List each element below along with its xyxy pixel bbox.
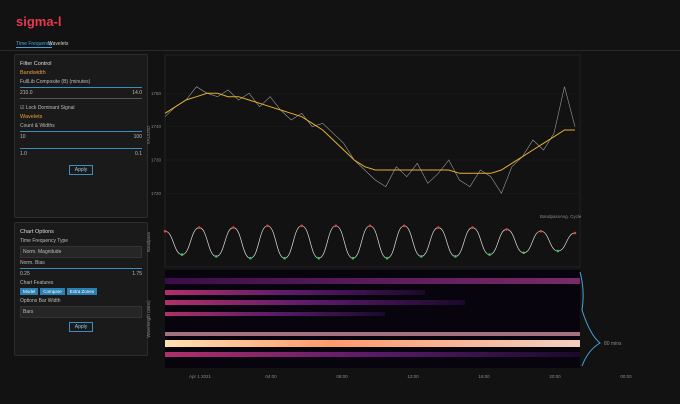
peak-label: 80 mins xyxy=(604,341,622,347)
chart-options-panel: Chart Options Time Frequency Type Norm. … xyxy=(14,222,148,356)
spectrogram-band xyxy=(165,340,580,347)
slider[interactable] xyxy=(20,98,142,99)
turning-point xyxy=(232,226,235,229)
label: 1.75 xyxy=(132,271,142,277)
turning-point xyxy=(419,255,423,258)
price-line xyxy=(164,92,575,174)
turning-point xyxy=(556,249,560,253)
subsection-title: Bandwidth xyxy=(20,70,46,76)
x-tick-label: 04:00 xyxy=(265,374,277,379)
label: Lock Dominant Signal xyxy=(25,105,75,111)
chip[interactable]: Model xyxy=(20,288,39,295)
x-tick-label: 08:00 xyxy=(336,374,348,379)
slider[interactable] xyxy=(20,131,142,132)
spectrogram-band xyxy=(165,278,580,284)
label: FullLib Composite (B) (minutes) xyxy=(20,79,91,85)
section-title: Chart Options xyxy=(20,229,54,235)
filter-panel: Filter Control Bandwidth FullLib Composi… xyxy=(14,54,148,218)
spectrogram-bg xyxy=(165,270,580,368)
label: 0.25 xyxy=(20,271,30,277)
x-tick-label: 12:00 xyxy=(407,374,419,379)
turning-point xyxy=(471,226,474,229)
chip-list: Model Compare Extra Zones xyxy=(20,288,142,295)
turning-point xyxy=(283,256,286,260)
y-tick-label: 1720 xyxy=(151,191,162,196)
apply-button[interactable]: Apply xyxy=(68,165,94,175)
checkbox[interactable]: ☑ Lock Dominant Signal xyxy=(20,105,75,111)
select[interactable]: Bars xyxy=(20,306,142,318)
apply-button[interactable]: Apply xyxy=(68,322,94,332)
turning-point xyxy=(266,224,269,228)
chip[interactable]: Compare xyxy=(40,288,65,295)
legend-label: Bandpass xyxy=(540,214,561,219)
turning-point xyxy=(402,224,406,228)
label: Chart Features xyxy=(20,280,54,286)
label: 14.0 xyxy=(132,90,142,96)
legend-label: Avg. Cycle xyxy=(560,214,582,219)
spectrogram-band xyxy=(165,300,465,305)
label: 210.0 xyxy=(20,90,33,96)
turning-point xyxy=(317,256,321,260)
turning-point xyxy=(385,256,389,260)
turning-point xyxy=(454,255,457,258)
spectrum-profile xyxy=(579,271,601,367)
turning-point xyxy=(249,256,252,260)
chip[interactable]: Extra Zones xyxy=(66,288,98,295)
y-axis-label: Bandpass xyxy=(146,231,151,252)
tab[interactable]: Time Frequency xyxy=(16,41,52,48)
turning-point xyxy=(351,256,355,260)
spectrogram-band xyxy=(165,290,425,295)
divider xyxy=(0,50,680,51)
section-title: Filter Control xyxy=(20,61,52,67)
turning-point xyxy=(368,224,372,228)
spectrogram-band xyxy=(165,332,580,336)
app-title: sigma-l xyxy=(16,14,62,29)
y-tick-label: 1740 xyxy=(151,124,162,129)
spectrogram-band xyxy=(165,312,385,316)
slider[interactable] xyxy=(20,87,142,88)
turning-point xyxy=(539,229,543,233)
turning-point xyxy=(163,229,167,233)
chart-frame xyxy=(164,54,581,268)
label: Options Bar Width xyxy=(20,298,61,304)
turning-point xyxy=(197,226,201,229)
y-axis-label: XAUUSD xyxy=(146,125,151,145)
label: 1.0 xyxy=(20,151,27,157)
y-tick-label: 1750 xyxy=(151,91,162,96)
label: 0.1 xyxy=(135,151,142,157)
slider[interactable] xyxy=(20,268,142,269)
turning-point xyxy=(522,251,526,255)
select[interactable]: Norm. Magnitude xyxy=(20,246,142,258)
turning-point xyxy=(180,253,184,256)
x-tick-label: 16:00 xyxy=(478,374,490,379)
label: Count & Widths xyxy=(20,123,55,129)
slider[interactable] xyxy=(20,148,142,149)
turning-point xyxy=(437,226,440,229)
price-line xyxy=(164,86,576,194)
y-axis-label: Wavelength (mins) xyxy=(146,300,151,338)
spectrogram-band xyxy=(165,352,580,357)
x-tick-label: Apr 1 2021 xyxy=(189,374,212,379)
tab[interactable]: Wavelets xyxy=(48,41,69,47)
subsection-title: Wavelets xyxy=(20,114,43,120)
label: 10 xyxy=(20,134,26,140)
label: Time Frequency Type xyxy=(20,238,69,244)
x-tick-label: 00:00 xyxy=(620,374,632,379)
turning-point xyxy=(300,224,303,228)
turning-point xyxy=(488,253,491,256)
bandpass-line xyxy=(164,225,576,259)
y-tick-label: 1730 xyxy=(151,158,162,163)
label: Norm. Bias xyxy=(20,260,45,266)
label: 100 xyxy=(133,134,142,140)
turning-point xyxy=(214,255,218,258)
turning-point xyxy=(505,228,508,231)
x-tick-label: 20:00 xyxy=(549,374,561,379)
turning-point xyxy=(573,231,577,235)
turning-point xyxy=(334,224,338,228)
